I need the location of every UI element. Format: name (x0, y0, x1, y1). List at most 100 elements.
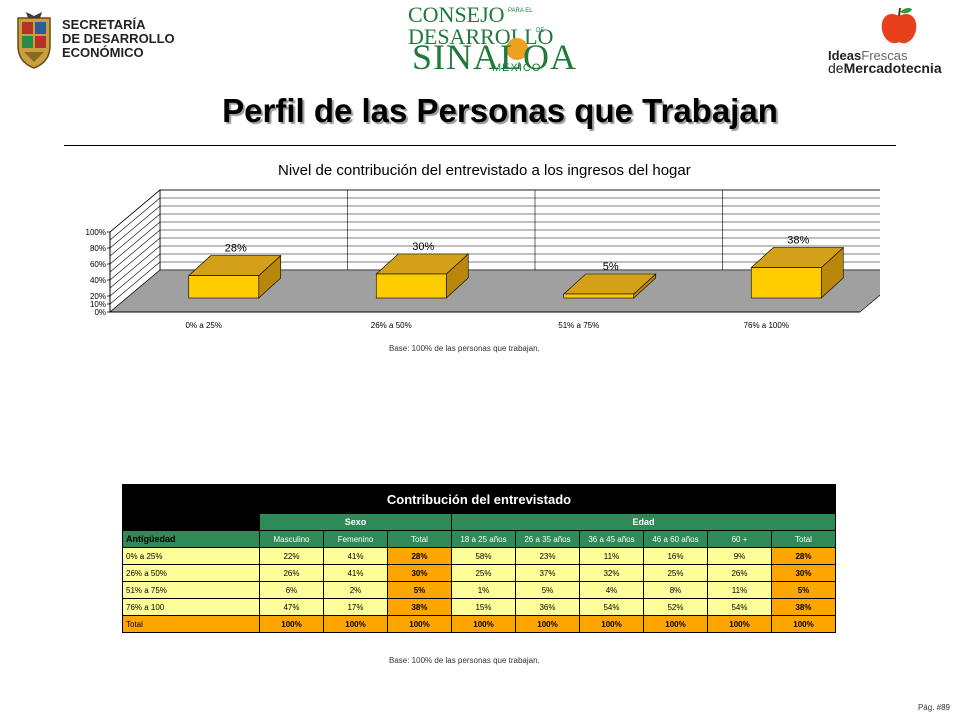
table-cell: 6% (259, 581, 324, 599)
x-category-label: 26% a 50% (371, 321, 412, 330)
sun-icon (506, 38, 528, 60)
table-cell: 8% (643, 581, 708, 599)
gridline-side (109, 261, 161, 305)
bar (563, 293, 635, 299)
table-cell: 32% (579, 564, 644, 582)
table-cell: 36% (515, 598, 580, 616)
column-header: Femenino (323, 530, 388, 548)
row-header-antiguedad: Antigüedad (122, 530, 260, 548)
table-cell: 100% (323, 615, 388, 633)
table-cell: 37% (515, 564, 580, 582)
logo-word-desarrollo: DESARROLLO (408, 24, 554, 49)
contribution-table: Contribución del entrevistado Sexo Edad … (122, 484, 836, 633)
chart-title: Nivel de contribución del entrevistado a… (278, 162, 691, 179)
logo-small-text: DE (536, 28, 545, 34)
logo-word-consejo: CONSEJO (408, 2, 505, 27)
chart-base-note: Base: 100% de las personas que trabajan. (389, 344, 540, 353)
x-category-label: 51% a 75% (558, 321, 599, 330)
state-seal-icon (17, 12, 51, 69)
bar-chart: 0%10%20% 40% 60% 80% 100% 28% 0% a 25% 30% 26% a… (86, 189, 880, 330)
table-cell: 23% (515, 547, 580, 565)
table-cell: 25% (643, 564, 708, 582)
y-tick-label: 20% (90, 292, 106, 301)
table-cell: 100% (387, 615, 452, 633)
gridline-side (109, 245, 161, 289)
table-cell: 100% (579, 615, 644, 633)
logo-line-ideas: IdeasFrescas (828, 48, 907, 63)
bar-value-label: 38% (787, 235, 809, 247)
table-cell: 28% (771, 547, 836, 565)
table-cell: 26% (259, 564, 324, 582)
gridline-side (109, 205, 161, 249)
y-tick-label: 0% (94, 308, 106, 317)
table-row: 51% a 75% 6% 2% 5% 1% 5% 4% 8% 11% 5% (122, 581, 836, 599)
logo-word: Mercadotecnia (843, 60, 942, 76)
y-tick-label: 10% (90, 300, 106, 309)
table-cell: 54% (707, 598, 772, 616)
table-cell: 2% (323, 581, 388, 599)
table-cell: 11% (579, 547, 644, 565)
table-cell: 54% (579, 598, 644, 616)
row-label: 0% a 25% (122, 547, 260, 565)
gridline-side (109, 189, 161, 233)
table-cell: 16% (643, 547, 708, 565)
logo-word: Frescas (861, 48, 908, 63)
logo-word-sinaloa: SINALOA (412, 37, 577, 77)
gridline-side (109, 253, 161, 297)
table-cell: 38% (771, 598, 836, 616)
column-header: 36 a 45 años (579, 530, 644, 548)
logo-small-text: PARA EL (508, 8, 533, 14)
table-cell: 100% (259, 615, 324, 633)
table-cell: 5% (515, 581, 580, 599)
table-title: Contribución del entrevistado (122, 484, 836, 514)
bar-value-label: 30% (412, 241, 434, 253)
table-cell: 100% (643, 615, 708, 633)
gridline-side (109, 221, 161, 265)
row-label: 26% a 50% (122, 564, 260, 582)
table-cell: 9% (707, 547, 772, 565)
row-label: 76% a 100 (122, 598, 260, 616)
logo-line: ECONÓMICO (62, 45, 144, 60)
bar-value-label: 5% (603, 261, 619, 273)
group-header-sexo: Sexo (259, 513, 452, 531)
table-cell: 100% (771, 615, 836, 633)
logo-word: Ideas (828, 48, 862, 63)
table-cell: 38% (387, 598, 452, 616)
table-cell: 26% (707, 564, 772, 582)
column-header: Total (387, 530, 452, 548)
table-cell: 11% (707, 581, 772, 599)
column-header: 26 a 35 años (515, 530, 580, 548)
gridline-side (109, 229, 161, 273)
table-corner (122, 513, 260, 531)
table-cell: 100% (451, 615, 516, 633)
column-header: Masculino (259, 530, 324, 548)
ideas-frescas-logo: IdeasFrescas deMercadotecnia (826, 2, 958, 78)
bar (750, 267, 822, 299)
logo-line-mercadotecnia: deMercadotecnia (828, 60, 942, 76)
column-header: 46 a 60 años (643, 530, 708, 548)
codesin-logo: CONSEJO PARA EL DESARROLLO DE SINALOA MÉ… (408, 2, 576, 77)
x-category-label: 0% a 25% (186, 321, 222, 330)
table-cell: 25% (451, 564, 516, 582)
sedeco-logo: SECRETARÍA DE DESARROLLO ECONÓMICO (6, 4, 175, 74)
table-cell: 22% (259, 547, 324, 565)
row-label: Total (122, 615, 260, 633)
logo-word-mexico: MÉXICO (492, 62, 542, 74)
y-tick-label: 80% (90, 244, 106, 253)
bar (188, 275, 260, 299)
table-row: 0% a 25% 22% 41% 28% 58% 23% 11% 16% 9% 28% (122, 547, 836, 565)
y-tick-label: 60% (90, 260, 106, 269)
table-cell: 15% (451, 598, 516, 616)
logo-word: de (828, 60, 844, 76)
y-tick-label: 40% (90, 276, 106, 285)
table-cell: 47% (259, 598, 324, 616)
table-cell: 30% (771, 564, 836, 582)
apple-icon (881, 7, 917, 44)
page-title: Perfil de las Personas que Trabajan (222, 92, 778, 129)
column-header-row: Antigüedad Masculino Femenino Total 18 a 25… (122, 530, 836, 548)
table-cell: 58% (451, 547, 516, 565)
table-cell: 41% (323, 547, 388, 565)
bar-value-label: 28% (225, 243, 247, 255)
table-row: 26% a 50% 26% 41% 30% 25% 37% 32% 25% 26% 30% (122, 564, 836, 582)
gridline-side (109, 237, 161, 281)
